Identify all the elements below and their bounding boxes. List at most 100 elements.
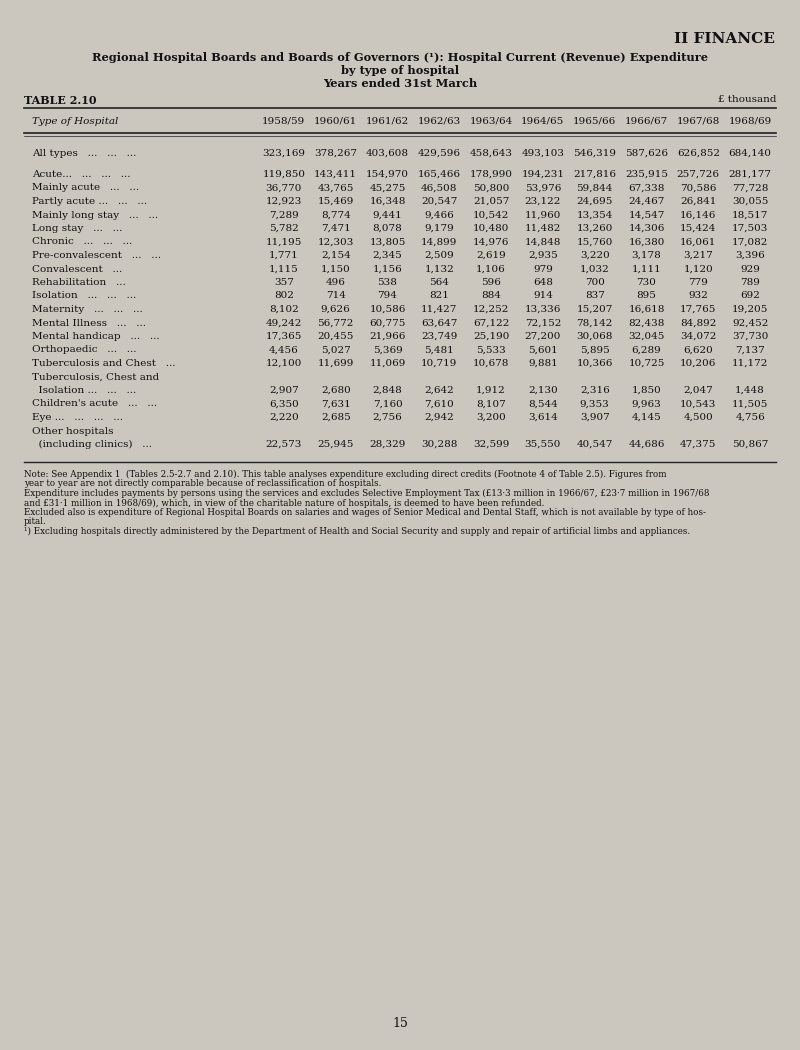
Text: Tuberculosis, Chest and: Tuberculosis, Chest and — [32, 373, 159, 381]
Text: 63,647: 63,647 — [421, 318, 458, 328]
Text: 496: 496 — [326, 278, 346, 287]
Text: 28,329: 28,329 — [370, 440, 406, 449]
Text: 8,774: 8,774 — [321, 210, 350, 219]
Text: Note: See Appendix 1  (Tables 2.5-2.7 and 2.10). This table analyses expenditure: Note: See Appendix 1 (Tables 2.5-2.7 and… — [24, 470, 666, 479]
Text: 11,195: 11,195 — [266, 237, 302, 247]
Text: 47,375: 47,375 — [680, 440, 717, 449]
Text: 53,976: 53,976 — [525, 184, 561, 192]
Text: 34,072: 34,072 — [680, 332, 717, 341]
Text: 323,169: 323,169 — [262, 148, 306, 158]
Text: 12,303: 12,303 — [318, 237, 354, 247]
Text: 36,770: 36,770 — [266, 184, 302, 192]
Text: All types   ...   ...   ...: All types ... ... ... — [32, 148, 136, 158]
Text: 2,942: 2,942 — [425, 413, 454, 422]
Text: 3,217: 3,217 — [683, 251, 713, 260]
Text: Type of Hospital: Type of Hospital — [32, 117, 118, 126]
Text: Mainly long stay   ...   ...: Mainly long stay ... ... — [32, 210, 158, 219]
Text: 70,586: 70,586 — [680, 184, 717, 192]
Text: 15,207: 15,207 — [577, 304, 613, 314]
Text: 2,047: 2,047 — [683, 386, 713, 395]
Text: 22,573: 22,573 — [266, 440, 302, 449]
Text: 44,686: 44,686 — [628, 440, 665, 449]
Text: 46,508: 46,508 — [421, 184, 458, 192]
Text: 217,816: 217,816 — [573, 170, 616, 178]
Text: 154,970: 154,970 — [366, 170, 409, 178]
Text: Other hospitals: Other hospitals — [32, 426, 114, 436]
Text: 119,850: 119,850 — [262, 170, 306, 178]
Text: 7,471: 7,471 — [321, 224, 350, 233]
Text: 30,288: 30,288 — [421, 440, 458, 449]
Text: 14,306: 14,306 — [628, 224, 665, 233]
Text: 3,220: 3,220 — [580, 251, 610, 260]
Text: 27,200: 27,200 — [525, 332, 561, 341]
Text: 5,895: 5,895 — [580, 345, 610, 355]
Text: 11,482: 11,482 — [525, 224, 561, 233]
Text: 378,267: 378,267 — [314, 148, 357, 158]
Text: 59,844: 59,844 — [577, 184, 613, 192]
Text: 8,107: 8,107 — [476, 399, 506, 408]
Text: 4,456: 4,456 — [269, 345, 298, 355]
Text: 914: 914 — [533, 292, 553, 300]
Text: 30,055: 30,055 — [732, 197, 768, 206]
Text: 45,275: 45,275 — [370, 184, 406, 192]
Text: ¹) Excluding hospitals directly administered by the Department of Health and Soc: ¹) Excluding hospitals directly administ… — [24, 527, 690, 537]
Text: 12,252: 12,252 — [473, 304, 510, 314]
Text: 9,466: 9,466 — [425, 210, 454, 219]
Text: 21,057: 21,057 — [473, 197, 510, 206]
Text: TABLE 2.10: TABLE 2.10 — [24, 94, 97, 106]
Text: 884: 884 — [481, 292, 501, 300]
Text: 11,505: 11,505 — [732, 399, 768, 408]
Text: 13,336: 13,336 — [525, 304, 561, 314]
Text: 10,719: 10,719 — [421, 359, 458, 368]
Text: Isolation ...   ...   ...: Isolation ... ... ... — [32, 386, 136, 395]
Text: Regional Hospital Boards and Boards of Governors (¹): Hospital Current (Revenue): Regional Hospital Boards and Boards of G… — [92, 52, 708, 63]
Text: 692: 692 — [740, 292, 760, 300]
Text: 13,260: 13,260 — [577, 224, 613, 233]
Text: Tuberculosis and Chest   ...: Tuberculosis and Chest ... — [32, 359, 175, 368]
Text: 458,643: 458,643 — [470, 148, 513, 158]
Text: 15,424: 15,424 — [680, 224, 717, 233]
Text: 18,517: 18,517 — [732, 210, 768, 219]
Text: 14,547: 14,547 — [628, 210, 665, 219]
Text: 1962/63: 1962/63 — [418, 117, 461, 126]
Text: 1,150: 1,150 — [321, 265, 350, 273]
Text: 3,396: 3,396 — [735, 251, 765, 260]
Text: 281,177: 281,177 — [729, 170, 771, 178]
Text: 24,695: 24,695 — [577, 197, 613, 206]
Text: 1,156: 1,156 — [373, 265, 402, 273]
Text: 7,137: 7,137 — [735, 345, 765, 355]
Text: 16,146: 16,146 — [680, 210, 717, 219]
Text: Eye ...   ...   ...   ...: Eye ... ... ... ... — [32, 413, 123, 422]
Text: 78,142: 78,142 — [577, 318, 613, 328]
Text: 10,480: 10,480 — [473, 224, 510, 233]
Text: 1968/69: 1968/69 — [729, 117, 772, 126]
Text: 14,976: 14,976 — [473, 237, 510, 247]
Text: 15,469: 15,469 — [318, 197, 354, 206]
Text: 43,765: 43,765 — [318, 184, 354, 192]
Text: 13,805: 13,805 — [370, 237, 406, 247]
Text: 8,078: 8,078 — [373, 224, 402, 233]
Text: 1967/68: 1967/68 — [677, 117, 720, 126]
Text: 403,608: 403,608 — [366, 148, 409, 158]
Text: Mainly acute   ...   ...: Mainly acute ... ... — [32, 184, 139, 192]
Text: 32,045: 32,045 — [628, 332, 665, 341]
Text: 67,338: 67,338 — [628, 184, 665, 192]
Text: Acute...   ...   ...   ...: Acute... ... ... ... — [32, 170, 130, 178]
Text: 32,599: 32,599 — [473, 440, 510, 449]
Text: 20,455: 20,455 — [318, 332, 354, 341]
Text: 730: 730 — [637, 278, 657, 287]
Text: 49,242: 49,242 — [266, 318, 302, 328]
Text: Children's acute   ...   ...: Children's acute ... ... — [32, 399, 157, 408]
Text: 538: 538 — [378, 278, 398, 287]
Text: 700: 700 — [585, 278, 605, 287]
Text: 92,452: 92,452 — [732, 318, 768, 328]
Text: 1,111: 1,111 — [632, 265, 662, 273]
Text: 2,619: 2,619 — [476, 251, 506, 260]
Text: 8,544: 8,544 — [528, 399, 558, 408]
Text: 2,685: 2,685 — [321, 413, 350, 422]
Text: 3,614: 3,614 — [528, 413, 558, 422]
Text: 11,069: 11,069 — [370, 359, 406, 368]
Text: 60,775: 60,775 — [370, 318, 406, 328]
Text: 1964/65: 1964/65 — [522, 117, 565, 126]
Text: 14,848: 14,848 — [525, 237, 561, 247]
